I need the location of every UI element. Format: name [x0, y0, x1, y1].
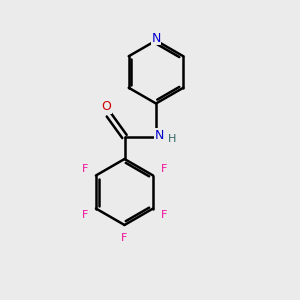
- Text: F: F: [161, 164, 167, 174]
- Text: N: N: [155, 128, 164, 142]
- Text: F: F: [82, 164, 88, 174]
- Text: F: F: [121, 232, 128, 243]
- Text: H: H: [167, 134, 176, 144]
- Text: O: O: [102, 100, 111, 113]
- Text: F: F: [82, 210, 88, 220]
- Text: F: F: [161, 210, 167, 220]
- Text: N: N: [151, 32, 161, 45]
